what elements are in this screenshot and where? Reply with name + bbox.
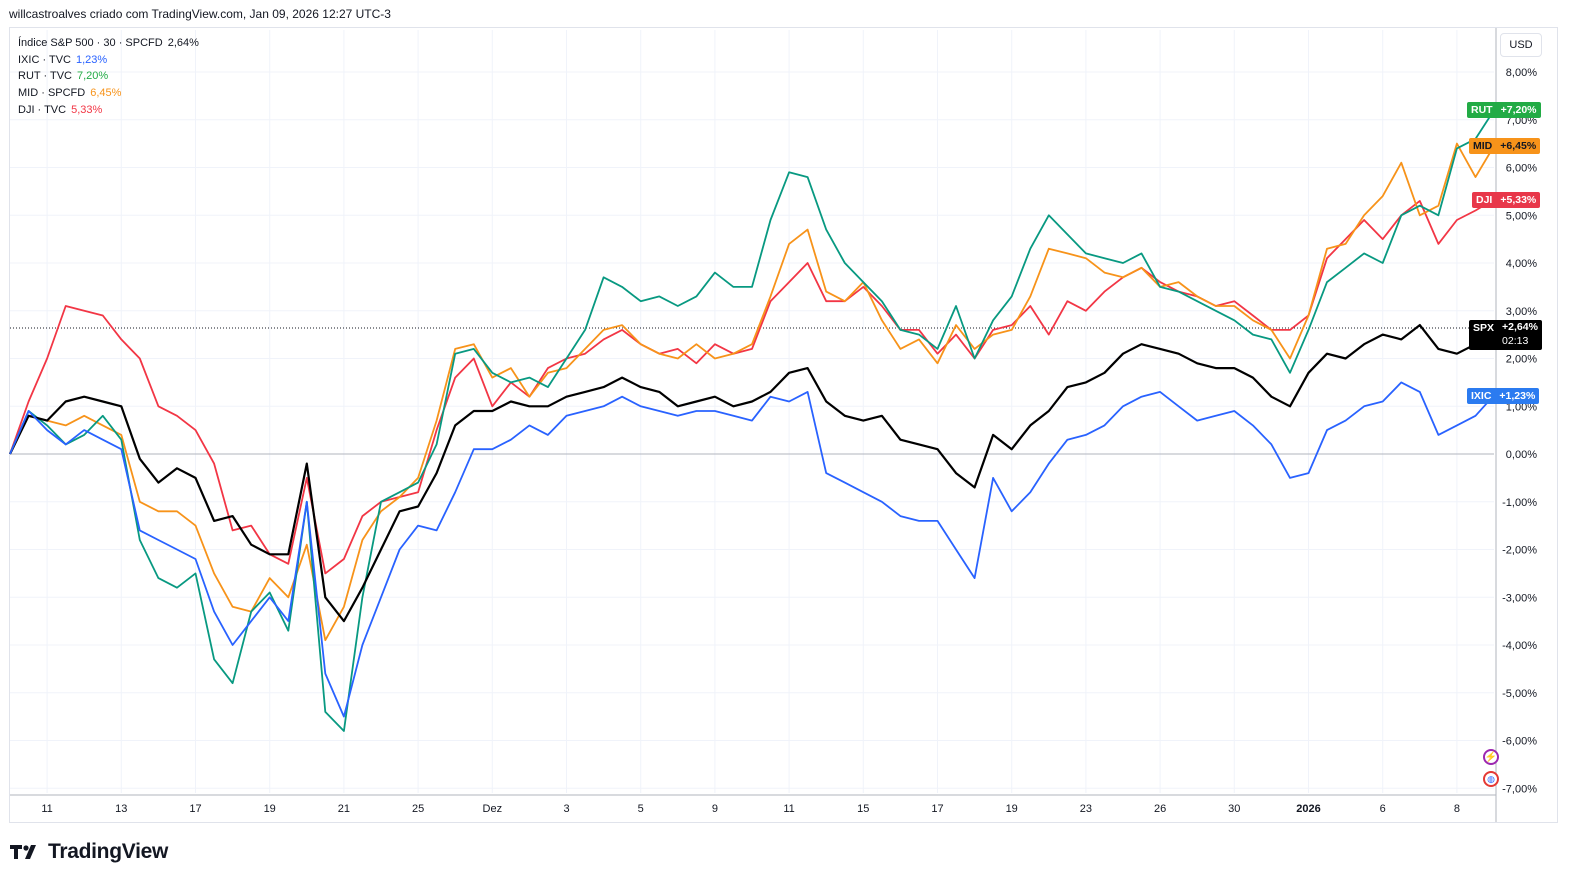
footer-brand: TradingView bbox=[48, 840, 169, 863]
x-tick-label: 17 bbox=[189, 803, 201, 815]
price-tag-rut: RUT +7,20% bbox=[1467, 102, 1541, 118]
price-tag-value: +6,45% bbox=[1500, 140, 1537, 152]
legend-row-dji[interactable]: DJI · TVC 5,33% bbox=[18, 102, 199, 119]
legend-value: 1,23% bbox=[75, 53, 108, 66]
x-tick-label: 9 bbox=[712, 803, 718, 815]
legend-name: DJI · TVC bbox=[18, 103, 67, 116]
x-tick-label: 17 bbox=[931, 803, 943, 815]
legend-row-spx[interactable]: Índice S&P 500 · 30 · SPCFD 2,64% bbox=[18, 35, 199, 52]
x-tick-label: 30 bbox=[1228, 803, 1240, 815]
x-tick-label: 15 bbox=[857, 803, 869, 815]
price-tag-value: +1,23% bbox=[1499, 390, 1536, 402]
legend: Índice S&P 500 · 30 · SPCFD 2,64% IXIC · … bbox=[18, 35, 199, 119]
x-tick-label: 6 bbox=[1380, 803, 1386, 815]
price-tag-symbol: DJI bbox=[1476, 194, 1493, 206]
x-tick-label: 3 bbox=[563, 803, 569, 815]
series-line-dji[interactable] bbox=[9, 198, 1495, 575]
x-tick-label: 21 bbox=[338, 803, 350, 815]
legend-name: RUT · TVC bbox=[18, 70, 72, 83]
y-tick-label: 6,00% bbox=[1506, 163, 1537, 175]
y-tick-label: 5,00% bbox=[1506, 210, 1537, 222]
price-tag-countdown: 02:13 bbox=[1502, 335, 1529, 347]
legend-value: 5,33% bbox=[71, 103, 103, 116]
series-line-rut[interactable] bbox=[9, 109, 1495, 732]
y-tick-label: -5,00% bbox=[1502, 688, 1537, 700]
series-lines bbox=[9, 109, 1495, 732]
series-line-spx[interactable] bbox=[9, 324, 1495, 623]
x-tick-label: 26 bbox=[1154, 803, 1166, 815]
x-axis: 11 13 17 19 21 25 Dez 3 5 9 11 15 17 19 23 26 30 2026 6 8 bbox=[10, 794, 1496, 815]
series-line-mid[interactable] bbox=[9, 142, 1495, 642]
chart-frame bbox=[9, 27, 1558, 823]
legend-name: Índice S&P 500 · 30 · SPCFD bbox=[18, 37, 163, 49]
y-tick-label: -7,00% bbox=[1502, 783, 1537, 795]
globe-icon[interactable]: ◍ bbox=[1483, 771, 1499, 787]
y-tick-label: 2,00% bbox=[1506, 354, 1537, 366]
legend-value: 2,64% bbox=[167, 37, 199, 49]
lightning-icon[interactable]: ⚡ bbox=[1483, 749, 1499, 765]
y-tick-label: 1,00% bbox=[1506, 401, 1537, 413]
price-tag-mid: MID +6,45% bbox=[1469, 138, 1541, 154]
price-tag-value: +5,33% bbox=[1500, 194, 1537, 206]
x-tick-label: 5 bbox=[638, 803, 644, 815]
x-tick-label: 2026 bbox=[1296, 803, 1320, 815]
x-tick-label: 8 bbox=[1454, 803, 1460, 815]
price-tag-spx: SPX +2,64% 02:13 bbox=[1469, 320, 1542, 350]
y-tick-label: -1,00% bbox=[1502, 497, 1537, 509]
price-tag-symbol: SPX bbox=[1473, 322, 1495, 334]
legend-row-rut[interactable]: RUT · TVC 7,20% bbox=[18, 68, 199, 85]
price-tag-symbol: RUT bbox=[1471, 104, 1493, 116]
y-tick-label: 3,00% bbox=[1506, 306, 1537, 318]
legend-value: 7,20% bbox=[77, 70, 109, 83]
legend-value: 6,45% bbox=[90, 87, 122, 100]
legend-row-mid[interactable]: MID · SPCFD 6,45% bbox=[18, 85, 199, 102]
price-tag-value: +2,64% bbox=[1502, 321, 1538, 333]
y-tick-label: 4,00% bbox=[1506, 258, 1537, 270]
y-tick-label: 0,00% bbox=[1506, 449, 1537, 461]
legend-row-ixic[interactable]: IXIC · TVC 1,23% bbox=[18, 52, 199, 69]
price-tag-dji: DJI +5,33% bbox=[1472, 192, 1541, 208]
legend-name: IXIC · TVC bbox=[18, 53, 71, 66]
y-tick-label: -3,00% bbox=[1502, 592, 1537, 604]
x-tick-label: Dez bbox=[483, 803, 503, 815]
x-tick-label: 23 bbox=[1080, 803, 1092, 815]
price-tag-symbol: IXIC bbox=[1471, 390, 1492, 402]
grid-lines bbox=[10, 30, 1494, 793]
x-tick-label: 13 bbox=[115, 803, 127, 815]
x-tick-label: 25 bbox=[412, 803, 424, 815]
tradingview-logo-icon bbox=[10, 845, 36, 859]
x-tick-label: 19 bbox=[264, 803, 276, 815]
price-tag-symbol: MID bbox=[1473, 140, 1493, 152]
price-tag-ixic: IXIC +1,23% bbox=[1467, 388, 1540, 404]
x-tick-label: 11 bbox=[41, 803, 52, 815]
currency-button[interactable]: USD bbox=[1500, 33, 1542, 57]
series-line-ixic[interactable] bbox=[9, 381, 1495, 718]
y-tick-label: -6,00% bbox=[1502, 736, 1537, 748]
y-tick-label: 8,00% bbox=[1506, 67, 1537, 79]
y-tick-label: -2,00% bbox=[1502, 545, 1537, 557]
tradingview-logo[interactable]: TradingView bbox=[10, 840, 168, 864]
attribution-header: willcastroalves criado com TradingView.c… bbox=[9, 7, 391, 21]
legend-name: MID · SPCFD bbox=[18, 87, 86, 100]
x-tick-label: 19 bbox=[1006, 803, 1018, 815]
price-tag-value: +7,20% bbox=[1500, 104, 1537, 116]
x-tick-label: 11 bbox=[783, 803, 794, 815]
y-tick-label: -4,00% bbox=[1502, 640, 1537, 652]
y-axis: 8,00%7,00%6,00%5,00%4,00%3,00%2,00%1,00%… bbox=[1495, 28, 1537, 822]
